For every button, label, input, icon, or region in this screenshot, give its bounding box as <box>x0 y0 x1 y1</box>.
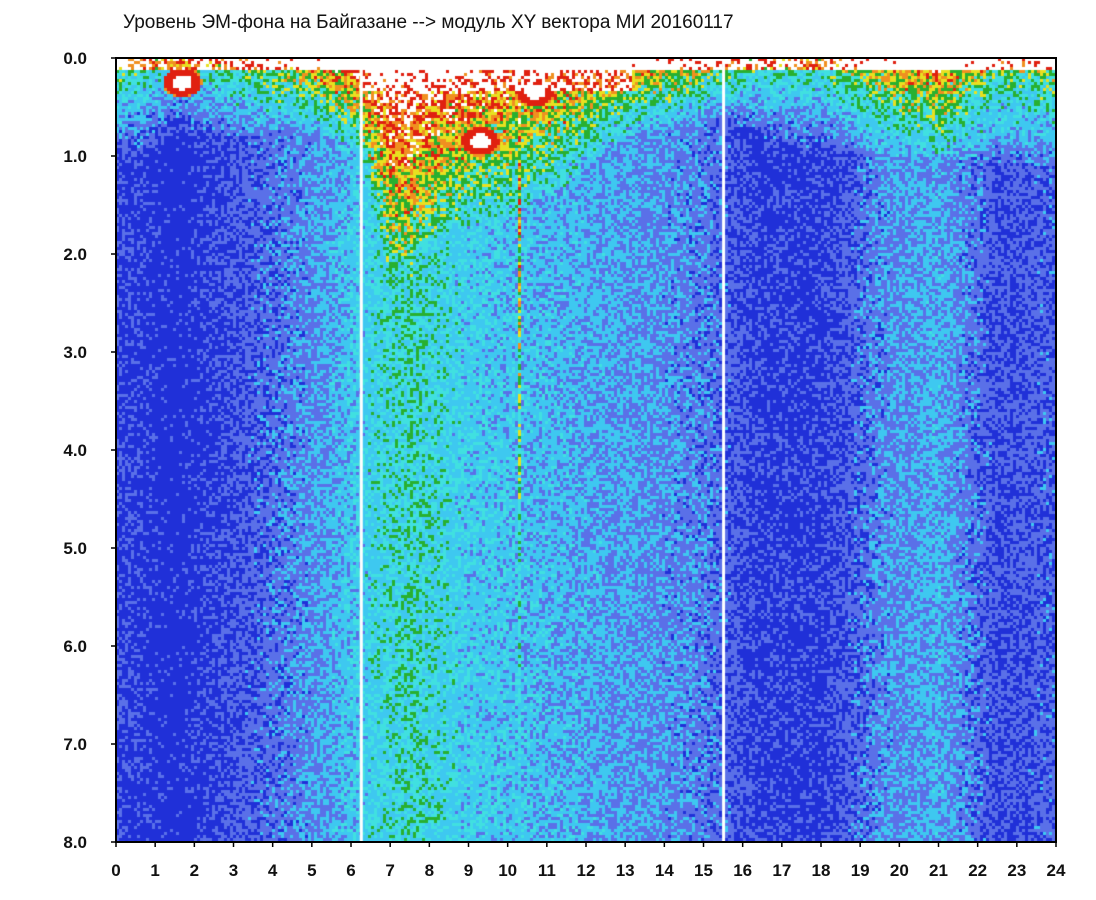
x-tick-label: 14 <box>655 861 674 880</box>
x-tick-label: 23 <box>1007 861 1026 880</box>
x-tick-label: 11 <box>538 861 556 880</box>
x-tick-label: 21 <box>929 861 948 880</box>
x-tick-label: 5 <box>307 861 316 880</box>
y-axis: 0.0 1.0 2.0 3.0 4.0 5.0 6.0 7.0 8.0 <box>63 49 116 852</box>
x-tick-label: 3 <box>229 861 238 880</box>
y-tick-label: 7.0 <box>63 735 87 754</box>
x-tick-label: 19 <box>851 861 870 880</box>
x-tick-label: 8 <box>425 861 434 880</box>
heatmap-image <box>116 58 1056 842</box>
x-tick-label: 22 <box>968 861 987 880</box>
x-axis: 0 1 2 3 4 5 6 7 8 9 10 11 12 13 14 15 16 17 18 19 20 21 22 23 24 <box>111 842 1066 880</box>
y-tick-label: 2.0 <box>63 245 87 264</box>
y-tick-label: 0.0 <box>63 49 87 68</box>
x-tick-label: 0 <box>111 861 120 880</box>
x-tick-label: 6 <box>346 861 355 880</box>
x-tick-label: 2 <box>190 861 199 880</box>
x-tick-label: 12 <box>577 861 596 880</box>
x-tick-label: 1 <box>150 861 159 880</box>
x-tick-label: 17 <box>772 861 791 880</box>
chart-title: Уровень ЭМ-фона на Байгазане --> модуль … <box>123 12 734 33</box>
x-tick-label: 24 <box>1047 861 1066 880</box>
x-tick-label: 18 <box>812 861 831 880</box>
x-tick-label: 4 <box>268 861 278 880</box>
y-tick-label: 1.0 <box>63 147 87 166</box>
x-tick-label: 10 <box>498 861 517 880</box>
y-tick-label: 8.0 <box>63 833 87 852</box>
y-tick-label: 4.0 <box>63 441 87 460</box>
x-tick-label: 7 <box>385 861 394 880</box>
x-tick-label: 9 <box>464 861 473 880</box>
x-tick-label: 20 <box>890 861 909 880</box>
y-tick-label: 5.0 <box>63 539 87 558</box>
x-tick-label: 15 <box>694 861 713 880</box>
y-tick-label: 3.0 <box>63 343 87 362</box>
x-tick-label: 16 <box>733 861 752 880</box>
y-tick-label: 6.0 <box>63 637 87 656</box>
x-tick-label: 13 <box>616 861 635 880</box>
heatmap-area <box>116 58 1056 842</box>
